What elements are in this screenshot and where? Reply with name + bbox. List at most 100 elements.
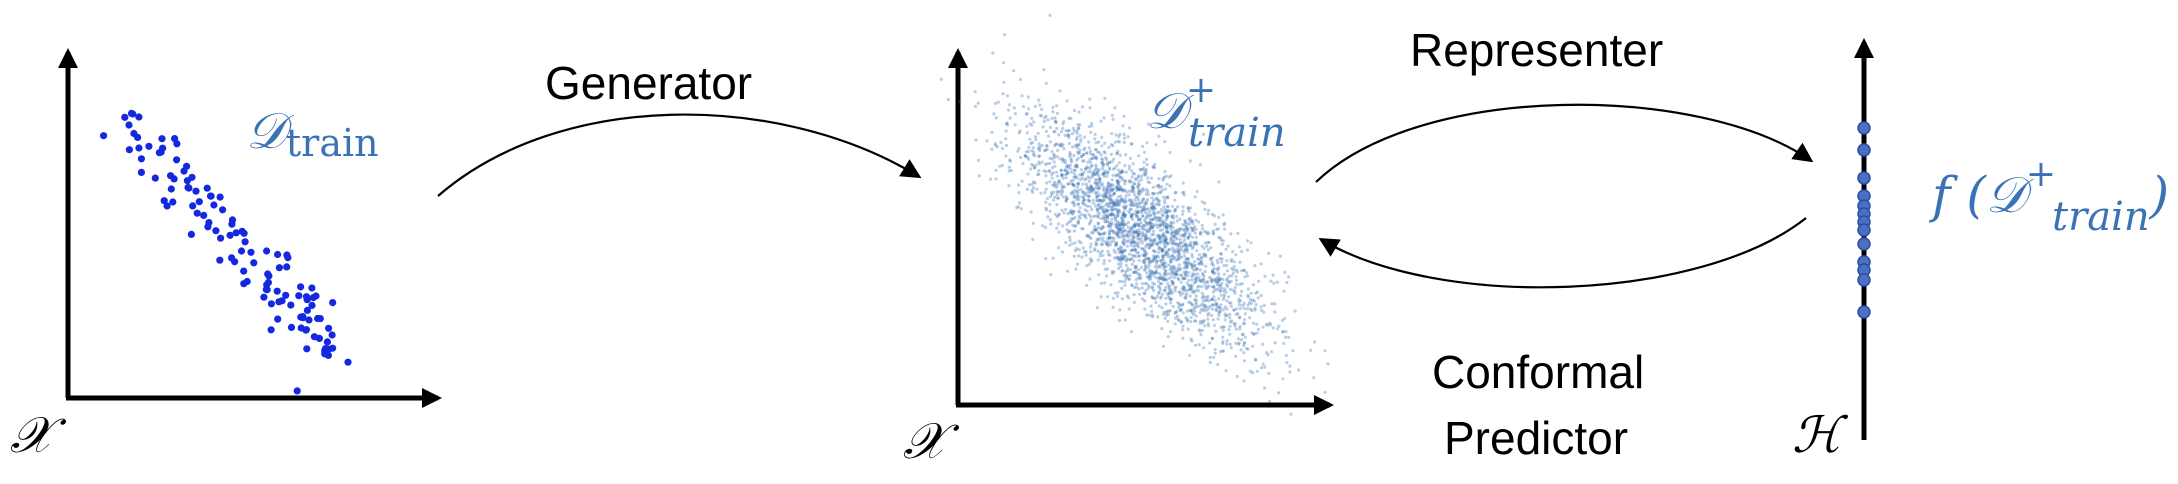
augmented-point [1110, 200, 1114, 204]
augmented-point [1038, 154, 1042, 158]
augmented-point [1116, 291, 1120, 295]
augmented-point [1065, 99, 1069, 103]
augmented-point [1098, 193, 1102, 197]
augmented-point [1227, 301, 1231, 305]
augmented-point [1107, 229, 1111, 233]
augmented-point [1037, 160, 1041, 164]
augmented-point [1136, 182, 1140, 187]
augmented-point [1170, 233, 1174, 237]
augmented-point [1089, 260, 1093, 264]
augmented-point [1222, 264, 1226, 268]
augmented-point [939, 77, 943, 81]
augmented-point [1081, 190, 1085, 194]
augmented-point [1277, 391, 1281, 395]
augmented-point [1095, 198, 1099, 202]
augmented-point [1159, 235, 1163, 239]
augmented-point [1177, 290, 1181, 294]
augmented-point [1099, 295, 1103, 299]
augmented-point [1173, 198, 1177, 202]
augmented-point [1109, 212, 1113, 216]
augmented-point [1116, 220, 1120, 224]
augmented-point [1194, 305, 1198, 309]
augmented-point [1248, 316, 1252, 320]
augmented-point [1109, 182, 1113, 186]
augmented-point [1095, 182, 1099, 186]
augmented-point [1193, 309, 1197, 313]
augmented-point [1199, 256, 1203, 260]
augmented-point [1129, 330, 1134, 334]
augmented-point [1199, 319, 1203, 323]
augmented-point [1133, 285, 1137, 289]
augmented-point [1167, 247, 1171, 251]
augmented-point [1181, 291, 1185, 295]
augmented-point [1184, 220, 1188, 224]
augmented-point [1025, 187, 1030, 191]
augmented-point [1055, 104, 1059, 108]
augmented-point [1043, 191, 1047, 195]
augmented-point [1184, 257, 1188, 261]
augmented-point [1148, 228, 1152, 232]
augmented-point [1196, 257, 1200, 261]
augmented-point [1151, 288, 1156, 292]
augmented-point [1066, 133, 1070, 137]
augmented-point [1114, 230, 1118, 234]
augmented-point [1117, 202, 1121, 207]
augmented-point [1171, 204, 1175, 208]
augmented-point [1192, 260, 1197, 264]
augmented-point [1031, 186, 1036, 190]
augmented-point [1087, 198, 1091, 202]
augmented-point [1123, 213, 1127, 217]
augmented-point [1137, 179, 1141, 183]
augmented-point [1165, 216, 1169, 220]
augmented-point [1220, 257, 1224, 261]
augmented-point [1121, 199, 1125, 203]
augmented-point [1118, 171, 1122, 175]
augmented-point [1173, 311, 1177, 315]
augmented-point [1110, 211, 1114, 215]
augmented-point [1147, 229, 1151, 233]
augmented-point [1166, 312, 1170, 317]
augmented-point [1030, 123, 1034, 127]
augmented-point [1211, 279, 1215, 283]
augmented-point [1248, 298, 1253, 302]
augmented-point [1004, 137, 1008, 141]
augmented-point [1200, 227, 1205, 231]
augmented-point [1126, 257, 1130, 261]
augmented-point [1136, 198, 1141, 202]
augmented-point [1222, 272, 1226, 276]
augmented-point [1176, 258, 1180, 262]
augmented-point [1151, 225, 1155, 229]
augmented-point [1130, 190, 1134, 194]
augmented-point [1186, 223, 1190, 227]
augmented-point [1109, 152, 1113, 156]
augmented-point [1181, 191, 1185, 195]
augmented-point [1208, 355, 1212, 360]
augmented-point [1161, 247, 1165, 251]
augmented-point [1149, 213, 1153, 217]
augmented-point [1149, 226, 1153, 230]
augmented-point [1140, 265, 1144, 269]
augmented-point [1048, 125, 1053, 130]
augmented-point [1200, 328, 1204, 332]
augmented-point [1163, 261, 1168, 265]
conformal-label-line1: Conformal [1432, 346, 1644, 398]
augmented-point [1186, 250, 1190, 254]
augmented-point [1239, 294, 1243, 298]
augmented-point [1065, 164, 1069, 168]
augmented-point [1112, 202, 1116, 206]
augmented-point [1141, 232, 1145, 237]
augmented-point [1204, 298, 1208, 302]
augmented-point [1210, 285, 1214, 289]
augmented-point [1044, 200, 1048, 204]
augmented-point [1173, 273, 1177, 277]
augmented-point [1085, 187, 1089, 191]
train-point [299, 313, 307, 321]
augmented-point [1129, 180, 1134, 184]
augmented-point [1163, 271, 1167, 275]
augmented-point [1150, 206, 1154, 210]
augmented-point [1085, 184, 1089, 188]
augmented-point [1148, 272, 1152, 276]
augmented-point [1140, 246, 1144, 251]
augmented-point [1181, 227, 1186, 232]
